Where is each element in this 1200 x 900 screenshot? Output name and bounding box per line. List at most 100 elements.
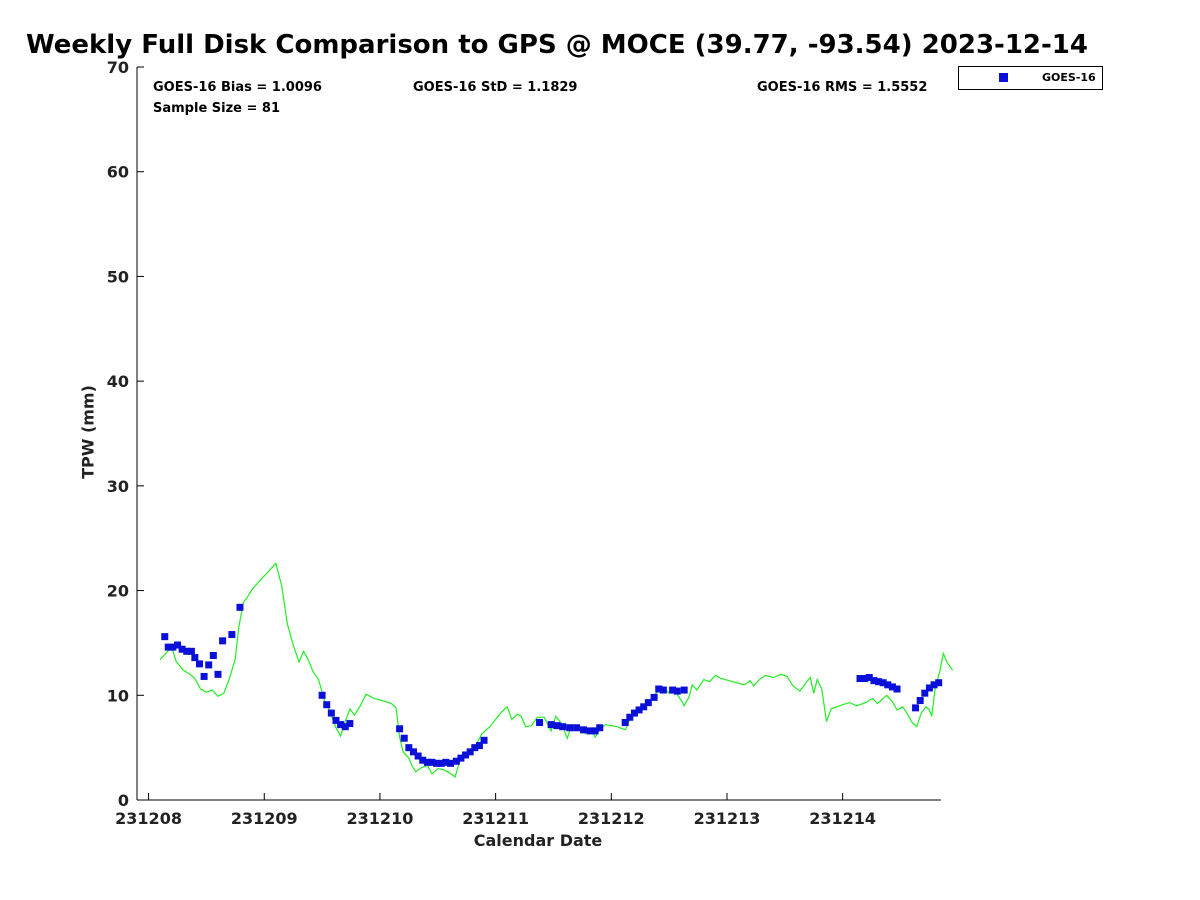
goes16-point (462, 751, 470, 759)
goes16-point (409, 748, 417, 756)
legend-marker-goes16 (999, 73, 1008, 82)
goes16-point (452, 757, 460, 765)
goes16-point (596, 724, 604, 732)
goes16-point (200, 672, 208, 680)
x-tick-label: 231208 (115, 809, 182, 828)
goes16-point (856, 675, 864, 683)
goes16-point (323, 701, 331, 709)
goes16-point (341, 723, 349, 731)
goes16-point (640, 703, 648, 711)
goes16-point (916, 697, 924, 705)
y-tick-label: 30 (107, 477, 129, 496)
goes16-point (680, 686, 688, 694)
goes16-point (870, 677, 878, 685)
rms-stat: GOES-16 RMS = 1.5552 (757, 80, 928, 95)
y-tick-label: 70 (107, 58, 129, 77)
goes16-point (921, 689, 929, 697)
goes16-point (228, 631, 236, 639)
goes16-point (318, 691, 326, 699)
goes16-point (437, 759, 445, 767)
goes16-point (164, 643, 172, 651)
gps-tpw-line (159, 562, 954, 778)
goes16-point (930, 681, 938, 689)
y-tick-label: 0 (118, 791, 129, 810)
y-tick-label: 40 (107, 372, 129, 391)
goes16-point (553, 722, 561, 730)
goes16-point (191, 654, 199, 662)
y-tick-label: 10 (107, 686, 129, 705)
goes16-point (630, 709, 638, 717)
goes16-point (471, 744, 479, 752)
goes16-point (423, 758, 431, 766)
x-tick-label: 231214 (809, 809, 876, 828)
goes16-point (669, 686, 677, 694)
goes16-point (447, 759, 455, 767)
goes16-point (337, 721, 345, 729)
goes16-point (346, 720, 354, 728)
goes16-point (433, 759, 441, 767)
legend-label-goes16: GOES-16 (1042, 71, 1096, 84)
goes16-point (875, 678, 883, 686)
legend: GOES-16 (958, 66, 1103, 90)
goes16-point (475, 742, 483, 750)
goes16-point (214, 670, 222, 678)
goes16-point (884, 681, 892, 689)
goes16-point (879, 679, 887, 687)
goes16-point (659, 686, 667, 694)
bias-stat: GOES-16 Bias = 1.0096 (153, 80, 322, 95)
goes16-point (195, 660, 203, 668)
x-tick-label: 231213 (694, 809, 761, 828)
goes16-point (655, 685, 663, 693)
goes16-point (327, 709, 335, 717)
goes16-point (209, 651, 217, 659)
goes16-point (178, 645, 186, 653)
goes16-point (236, 603, 244, 611)
goes16-point (935, 679, 943, 687)
y-tick-label: 20 (107, 582, 129, 601)
goes16-point (536, 719, 544, 727)
goes16-point (566, 724, 574, 732)
goes16-point (414, 752, 422, 760)
goes16-point (635, 706, 643, 714)
goes16-point (173, 641, 181, 649)
goes16-point (205, 661, 213, 669)
goes16-point (161, 633, 169, 641)
goes16-point (428, 758, 436, 766)
goes16-point (865, 673, 873, 681)
goes16-point (925, 684, 933, 692)
goes16-point (861, 675, 869, 683)
goes16-point (650, 693, 658, 701)
goes16-point (466, 748, 474, 756)
x-tick-label: 231210 (347, 809, 414, 828)
goes16-point (673, 687, 681, 695)
goes16-point (893, 685, 901, 693)
sample-size-stat: Sample Size = 81 (153, 101, 281, 116)
y-tick-label: 50 (107, 267, 129, 286)
goes16-point (183, 647, 191, 655)
goes16-point (405, 744, 413, 752)
y-tick-label: 60 (107, 163, 129, 182)
goes16-point (573, 724, 581, 732)
goes16-point (419, 756, 427, 764)
goes16-point (332, 716, 340, 724)
goes16-point (169, 643, 177, 651)
goes16-point (219, 637, 227, 645)
goes16-point (586, 727, 594, 735)
x-tick-label: 231211 (462, 809, 529, 828)
goes16-point (644, 699, 652, 707)
goes16-point (480, 736, 488, 744)
goes16-point (591, 727, 599, 735)
goes16-point (457, 754, 465, 762)
goes16-point (621, 719, 629, 727)
goes16-point (626, 713, 634, 721)
goes16-point (888, 683, 896, 691)
chart-title: Weekly Full Disk Comparison to GPS @ MOC… (26, 30, 1088, 60)
goes16-point (580, 726, 588, 734)
goes16-point (912, 704, 920, 712)
x-tick-label: 231209 (231, 809, 298, 828)
goes16-point (547, 721, 555, 729)
x-tick-label: 231212 (578, 809, 645, 828)
goes16-point (396, 725, 404, 733)
goes16-point (559, 723, 567, 731)
